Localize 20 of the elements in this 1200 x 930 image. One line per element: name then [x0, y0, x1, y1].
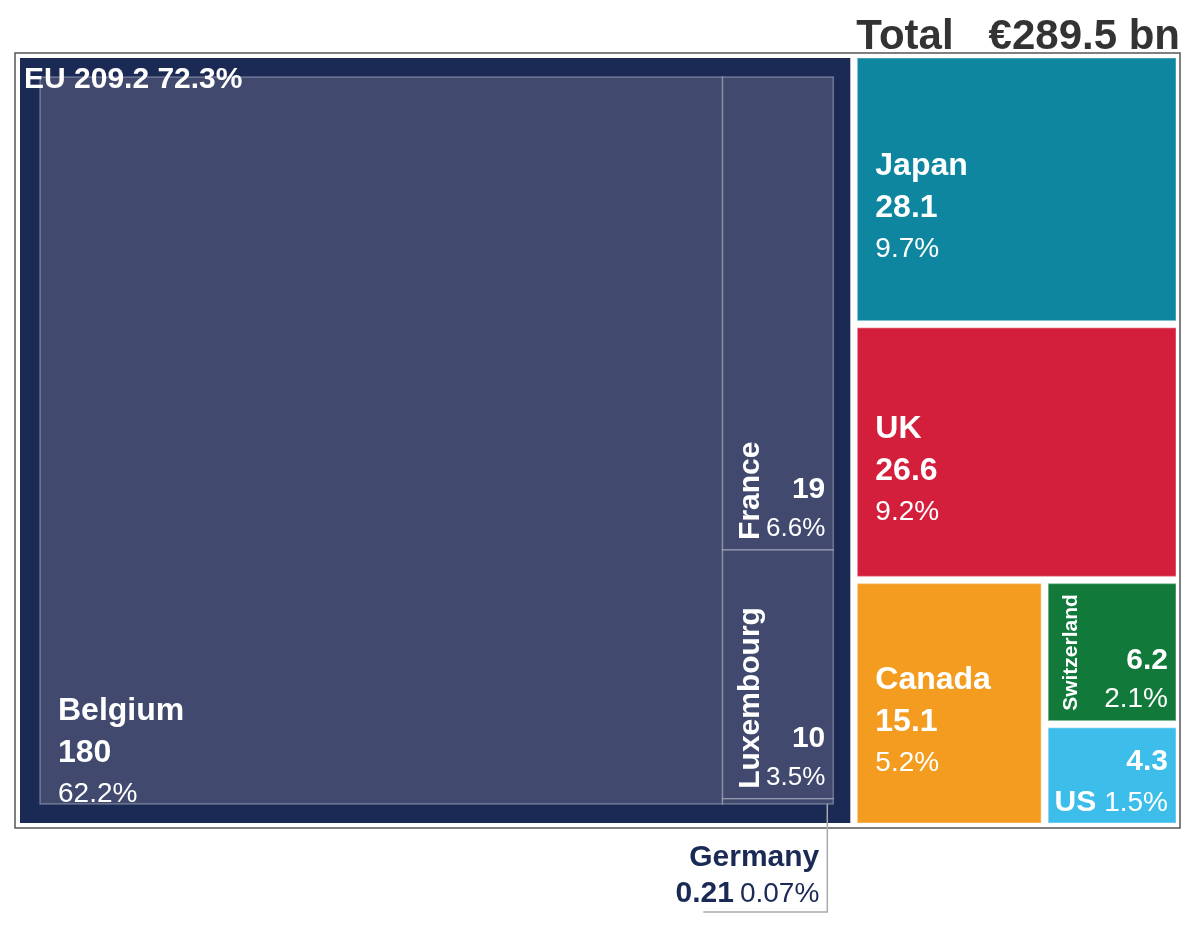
category-label: Luxembourg: [731, 607, 765, 789]
category-label: Japan: [875, 146, 968, 183]
data-label: 10 3.5%: [766, 719, 826, 791]
category-label: Germany: [689, 839, 820, 872]
data-label: 180 62.2%: [58, 733, 138, 808]
category-label: France: [731, 441, 765, 540]
category-label: Switzerland: [1057, 594, 1081, 711]
data-label: 15.1 5.2%: [875, 702, 940, 778]
data-label: 4.3 1.5%: [1104, 742, 1168, 817]
category-label: US: [1054, 784, 1097, 817]
text: Total €289.5 bn: [856, 11, 1180, 58]
data-label: 19 6.6%: [766, 470, 826, 542]
category-label: Belgium: [58, 691, 185, 727]
data-label: 6.2 2.1%: [1104, 641, 1168, 713]
data-label: 26.6 9.2%: [875, 451, 940, 527]
category-label: UK: [875, 409, 922, 446]
text: EU 209.2 72.3%: [24, 61, 243, 94]
data-label: 28.1 9.7%: [875, 188, 940, 264]
data-label: 0.21 0.07%: [675, 875, 820, 908]
category-label: Canada: [875, 660, 992, 697]
